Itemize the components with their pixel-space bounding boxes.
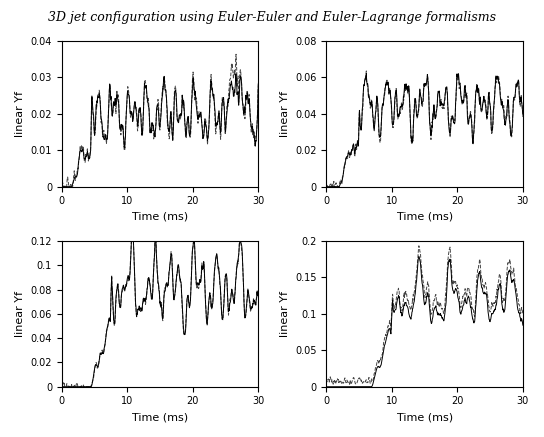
X-axis label: Time (ms): Time (ms): [132, 412, 188, 422]
X-axis label: Time (ms): Time (ms): [397, 412, 453, 422]
Y-axis label: linear Yf: linear Yf: [15, 91, 25, 137]
X-axis label: Time (ms): Time (ms): [132, 212, 188, 222]
Text: 3D jet configuration using Euler-Euler and Euler-Lagrange formalisms: 3D jet configuration using Euler-Euler a…: [48, 11, 496, 24]
Y-axis label: linear Yf: linear Yf: [15, 291, 25, 337]
X-axis label: Time (ms): Time (ms): [397, 212, 453, 222]
Y-axis label: linear Yf: linear Yf: [280, 91, 289, 137]
Y-axis label: linear Yf: linear Yf: [280, 291, 289, 337]
